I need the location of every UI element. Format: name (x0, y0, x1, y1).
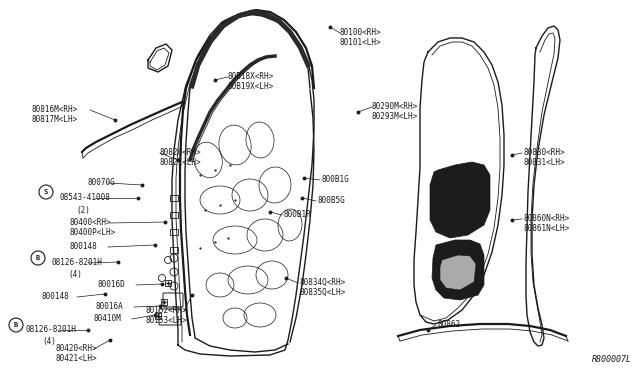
Text: 80862: 80862 (438, 320, 461, 329)
Text: 80B19X<LH>: 80B19X<LH> (228, 82, 275, 91)
Bar (170, 195, 178, 201)
Text: S: S (44, 189, 48, 195)
Text: 80831<LH>: 80831<LH> (524, 158, 566, 167)
Bar (170, 247, 178, 253)
Text: 80B18X<RH>: 80B18X<RH> (228, 72, 275, 81)
Polygon shape (432, 240, 484, 300)
Text: 80421<LH>: 80421<LH> (56, 354, 98, 363)
Text: 80816M<RH>: 80816M<RH> (32, 105, 78, 114)
Text: 80420<RH>: 80420<RH> (56, 344, 98, 353)
Text: 80153<LH>: 80153<LH> (146, 316, 188, 325)
Text: 80830<RH>: 80830<RH> (524, 148, 566, 157)
Text: 80152<RH>: 80152<RH> (146, 306, 188, 315)
Text: B: B (36, 255, 40, 261)
Text: 08543-41008: 08543-41008 (60, 193, 111, 202)
Text: 08126-8201H: 08126-8201H (52, 258, 103, 267)
Text: 80817M<LH>: 80817M<LH> (32, 115, 78, 124)
Text: 80016A: 80016A (96, 302, 124, 311)
Bar (161, 299, 167, 305)
Text: (2): (2) (76, 206, 90, 215)
Text: 800B1G: 800B1G (322, 175, 349, 184)
Text: 80834Q<RH>: 80834Q<RH> (300, 278, 346, 287)
Text: 80290M<RH>: 80290M<RH> (372, 102, 419, 111)
Text: B: B (14, 322, 18, 328)
Text: 80410M: 80410M (94, 314, 122, 323)
Text: 80100<RH>: 80100<RH> (340, 28, 381, 37)
Bar (170, 212, 178, 218)
Text: (4): (4) (68, 270, 82, 279)
Bar (165, 280, 171, 286)
Text: 80820<RH>: 80820<RH> (160, 148, 202, 157)
Text: 80293M<LH>: 80293M<LH> (372, 112, 419, 121)
Text: 80101<LH>: 80101<LH> (340, 38, 381, 47)
Text: (4): (4) (42, 337, 56, 346)
Text: 80861N<LH>: 80861N<LH> (524, 224, 570, 233)
Text: 800148: 800148 (70, 242, 98, 251)
Bar (170, 229, 178, 235)
Text: 80400P<LH>: 80400P<LH> (70, 228, 116, 237)
Text: 80016D: 80016D (98, 280, 125, 289)
Text: 80821<LH>: 80821<LH> (160, 158, 202, 167)
Text: 800B5G: 800B5G (318, 196, 346, 205)
Text: 800B1R: 800B1R (284, 210, 312, 219)
Text: 800148: 800148 (42, 292, 70, 301)
Text: 80860N<RH>: 80860N<RH> (524, 214, 570, 223)
Text: 08126-8201H: 08126-8201H (26, 325, 77, 334)
Text: 80400<RH>: 80400<RH> (70, 218, 111, 227)
Bar (155, 313, 161, 319)
Text: R800007L: R800007L (592, 355, 632, 364)
Polygon shape (430, 162, 490, 238)
Text: 80070G: 80070G (88, 178, 116, 187)
Polygon shape (440, 255, 476, 290)
Text: 80835Q<LH>: 80835Q<LH> (300, 288, 346, 297)
